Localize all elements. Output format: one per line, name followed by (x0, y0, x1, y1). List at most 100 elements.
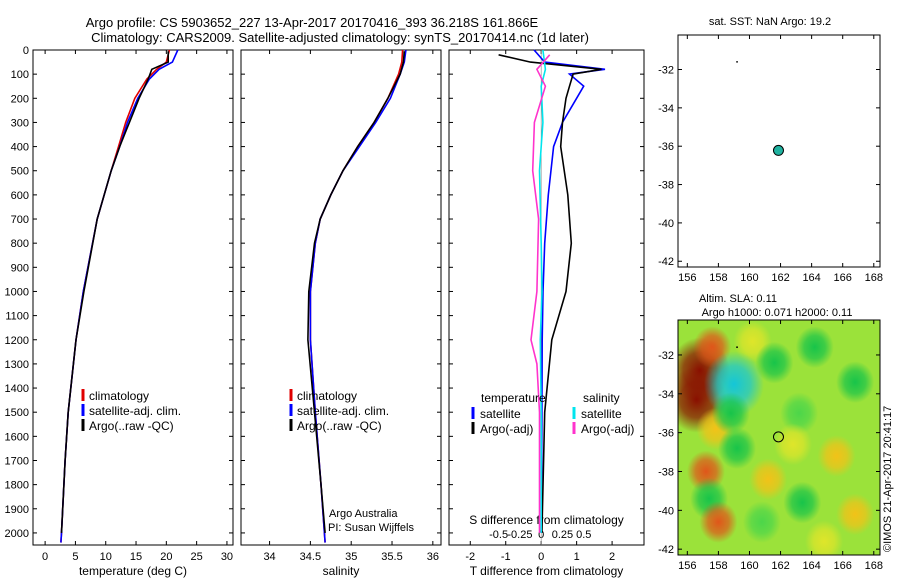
heatmap-feature (699, 501, 738, 543)
temperature-legend-label: Argo(..raw -QC) (89, 419, 174, 433)
diff-series-line (498, 54, 602, 533)
x-tick-label: 15 (130, 551, 142, 563)
salinity-series-line (309, 49, 404, 543)
diff-series-line (533, 49, 606, 533)
depth-tick-label: 1800 (5, 480, 29, 492)
heatmap-feature (780, 392, 819, 435)
diff-legend-label: Argo(-adj) (581, 422, 634, 436)
differences-frame (448, 49, 645, 546)
sla-map-title-line1: Altim. SLA: 0.11 (699, 293, 777, 305)
depth-tick-label: 1600 (5, 431, 29, 443)
heatmap-feature (783, 481, 822, 524)
map-x-tick-label: 162 (771, 560, 789, 572)
heatmap-feature (817, 435, 856, 477)
sst-map-title: sat. SST: NaN Argo: 19.2 (709, 16, 831, 28)
diff-legend-label: satellite (480, 407, 521, 421)
map-x-tick-label: 156 (678, 272, 696, 284)
temperature-series-line (60, 49, 179, 543)
map-y-tick-label: -40 (658, 218, 674, 230)
x-axis-label: salinity (323, 564, 360, 578)
map-x-tick-label: 158 (709, 272, 727, 284)
depth-tick-label: 1300 (5, 359, 29, 371)
x-tick-label: 35 (345, 551, 357, 563)
map-x-tick-label: 156 (678, 560, 696, 572)
depth-tick-label: 1700 (5, 455, 29, 467)
salinity-diff-tick-label: 0.25 (552, 529, 573, 541)
map-x-tick-label: 168 (865, 272, 883, 284)
credit-line2: PI: Susan Wijffels (328, 522, 414, 534)
map-y-tick-label: -34 (658, 103, 674, 115)
heatmap-feature (805, 520, 844, 555)
depth-tick-label: 400 (11, 142, 29, 154)
salinity-panel: 34 34.5 35 35.5 36 salinity (240, 49, 442, 578)
figure-title-line2: Climatology: CARS2009. Satellite-adjuste… (91, 30, 589, 45)
salinity-legend-label: satellite-adj. clim. (297, 404, 389, 418)
x-tick-label: 0 (42, 551, 48, 563)
heatmap-feature (773, 423, 812, 466)
depth-tick-label: 500 (11, 166, 29, 178)
depth-tick-label: 800 (11, 238, 29, 250)
island-marker (736, 60, 738, 63)
depth-tick-label: 0 (23, 45, 29, 57)
depth-tick-label: 600 (11, 190, 29, 202)
plot-layer: 0100200300400500600700800900100011001200… (5, 16, 883, 578)
x-tick-label: 0 (538, 551, 544, 563)
x-tick-label: 5 (72, 551, 78, 563)
map-x-tick-label: 164 (802, 272, 820, 284)
heatmap-feature (718, 427, 757, 470)
map-y-tick-label: -36 (658, 141, 674, 153)
map-x-tick-label: 160 (740, 272, 758, 284)
salinity-series-line (307, 51, 406, 533)
depth-tick-label: 1200 (5, 335, 29, 347)
x-axis-label: T difference from climatology (470, 564, 624, 578)
depth-tick-label: 1900 (5, 504, 29, 516)
x-tick-label: 10 (100, 551, 112, 563)
temperature-series-line (60, 49, 171, 543)
temperature-panel: 0100200300400500600700800900100011001200… (5, 45, 234, 578)
depth-tick-label: 300 (11, 117, 29, 129)
differences-panel: T difference from climatology (448, 49, 645, 578)
temperature-legend-label: satellite-adj. clim. (89, 404, 181, 418)
x-tick-label: 34 (263, 551, 275, 563)
map-y-tick-label: -42 (658, 544, 674, 556)
depth-tick-label: 1400 (5, 383, 29, 395)
map-x-tick-label: 168 (865, 560, 883, 572)
island-marker (736, 346, 738, 349)
heatmap-feature (795, 326, 834, 369)
heatmap-feature (836, 493, 875, 536)
x-tick-label: 36 (427, 551, 439, 563)
depth-tick-label: 2000 (5, 528, 29, 540)
depth-tick-label: 700 (11, 214, 29, 226)
depth-tick-label: 1000 (5, 286, 29, 298)
salinity-legend-label: climatology (297, 389, 357, 403)
x-tick-label: 30 (221, 551, 233, 563)
argo-float-marker (772, 144, 784, 156)
depth-tick-label: 200 (11, 93, 29, 105)
temperature-legend-label: climatology (89, 389, 149, 403)
sst-map-frame (677, 34, 881, 268)
diff-legend-label: satellite (581, 407, 622, 421)
heatmap-feature (749, 458, 788, 501)
diff-legend-title-salinity: salinity (583, 391, 620, 405)
depth-tick-label: 900 (11, 262, 29, 274)
map-x-tick-label: 166 (834, 272, 852, 284)
heatmap-feature (742, 501, 781, 543)
x-tick-label: 20 (160, 551, 172, 563)
depth-tick-label: 1500 (5, 407, 29, 419)
map-x-tick-label: 164 (802, 560, 820, 572)
salinity-legend-label: Argo(..raw -QC) (297, 419, 382, 433)
heatmap-feature (755, 341, 794, 384)
imos-credit-vertical: ©IMOS 21-Apr-2017 20:41:17 (882, 406, 894, 552)
x-tick-label: 25 (191, 551, 203, 563)
map-x-tick-label: 160 (740, 560, 758, 572)
heatmap-feature (836, 361, 875, 404)
sla-map-title-line2: Argo h1000: 0.071 h2000: 0.11 (702, 307, 853, 319)
x-tick-label: 34.5 (300, 551, 321, 563)
depth-tick-label: 1100 (5, 311, 29, 323)
map-x-tick-label: 158 (709, 560, 727, 572)
sla-map-frame (677, 319, 881, 556)
x-tick-label: 2 (609, 551, 615, 563)
sla-map-panel: 156 158 160 162 164 166 168 -32 -34 -36 -38 -40 -42 (658, 319, 883, 572)
salinity-diff-tick-label: -0.25 (507, 529, 532, 541)
